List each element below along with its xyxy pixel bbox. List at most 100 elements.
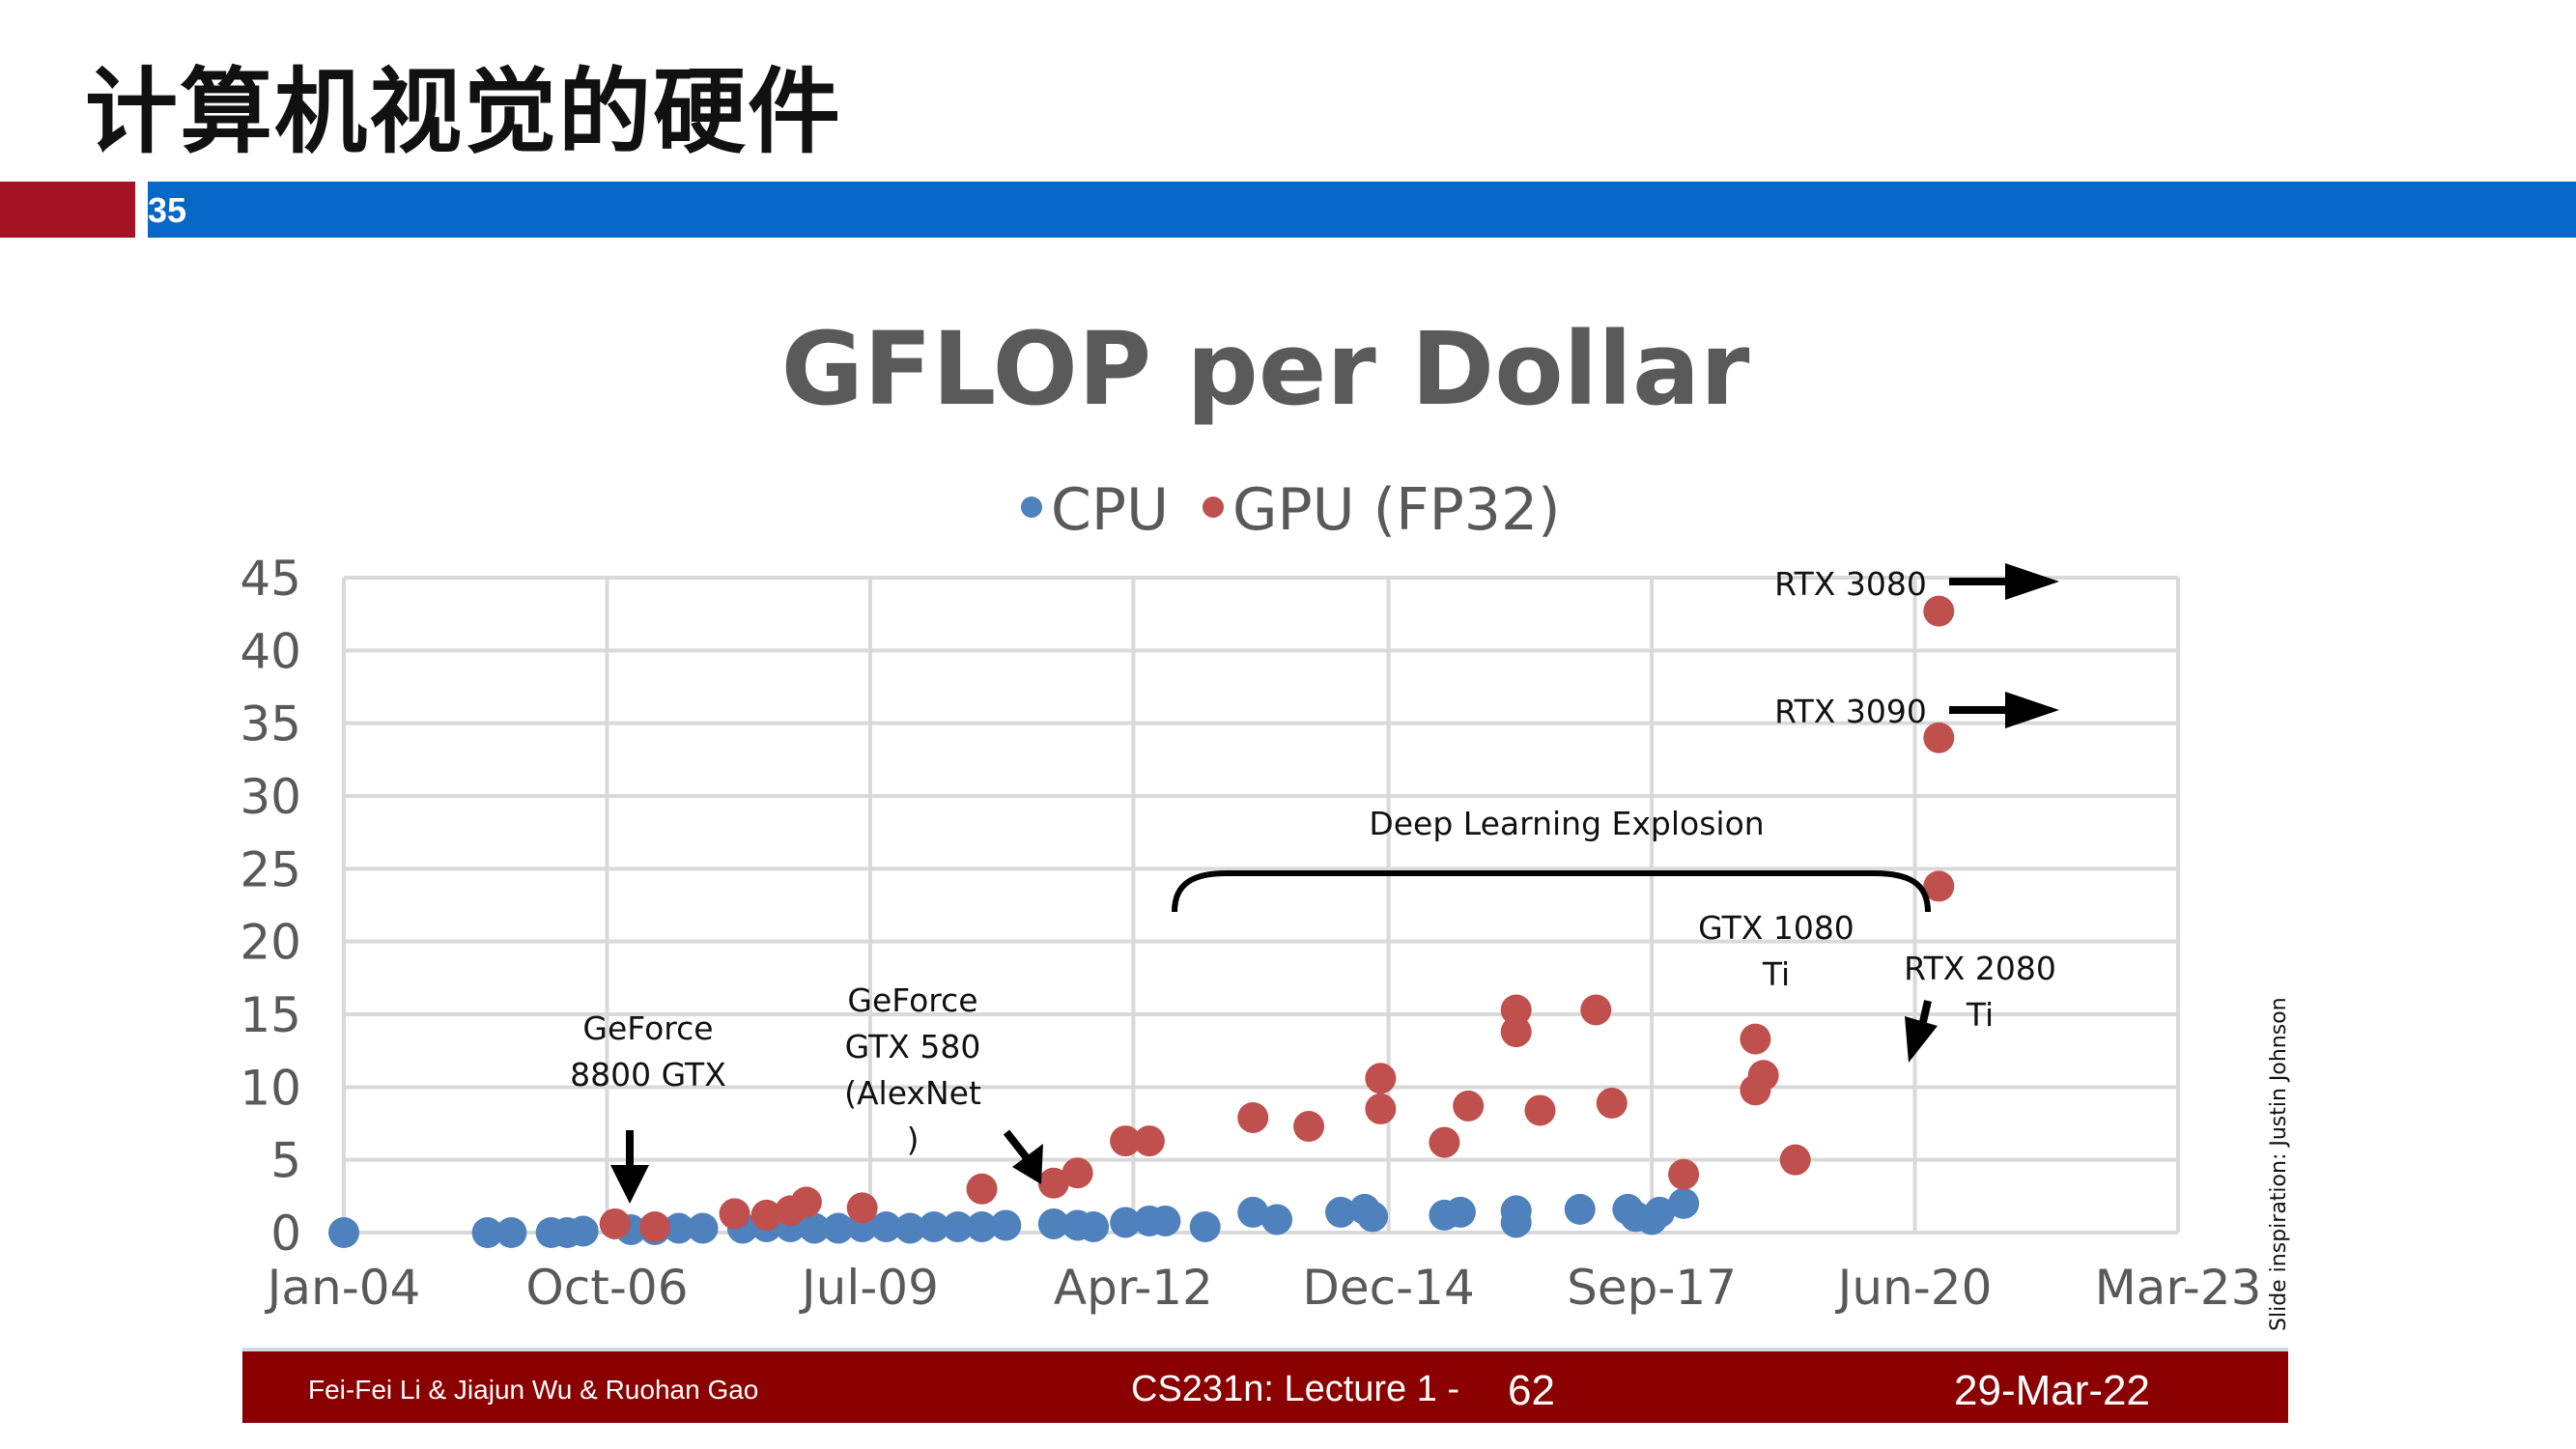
gpu-point bbox=[1580, 994, 1612, 1026]
gpu-point bbox=[1923, 870, 1955, 902]
x-tick-label: Jan-04 bbox=[265, 1260, 421, 1316]
y-tick-label: 20 bbox=[240, 915, 301, 971]
cpu-point bbox=[328, 1217, 359, 1248]
cpu-point bbox=[822, 1212, 854, 1244]
annotation-label: GTX 1080 bbox=[1698, 909, 1854, 947]
chart-grid bbox=[342, 576, 2180, 1235]
y-tick-label: 40 bbox=[240, 623, 301, 679]
gpu-point bbox=[1237, 1101, 1269, 1133]
x-tick-label: Jul-09 bbox=[799, 1260, 939, 1316]
gpu-point bbox=[1293, 1111, 1325, 1143]
cpu-point bbox=[1500, 1207, 1532, 1238]
gpu-point bbox=[1923, 595, 1955, 627]
cpu-point bbox=[567, 1215, 599, 1247]
bracket bbox=[1172, 870, 1931, 913]
gpu-point bbox=[1779, 1144, 1811, 1176]
gpu-point bbox=[639, 1210, 671, 1242]
gpu-point bbox=[1062, 1157, 1093, 1189]
gpu-point bbox=[750, 1199, 782, 1231]
slide-number: 35 bbox=[148, 190, 187, 230]
arrow-diagonal-icon bbox=[1905, 1016, 1938, 1063]
cpu-point bbox=[1189, 1210, 1221, 1242]
annotation-label: RTX 2080 bbox=[1904, 950, 2056, 987]
y-tick-label: 0 bbox=[270, 1206, 301, 1262]
gpu-point bbox=[966, 1173, 998, 1205]
cpu-point bbox=[1037, 1208, 1069, 1239]
footer-date: 29-Mar-22 bbox=[1954, 1367, 2150, 1414]
annotation-label: (AlexNet bbox=[844, 1074, 981, 1112]
cpu-point bbox=[1644, 1196, 1676, 1228]
slide-title: 计算机视觉的硬件 bbox=[85, 58, 842, 166]
cpu-point bbox=[990, 1209, 1022, 1241]
cpu-point bbox=[1261, 1204, 1293, 1236]
data-points bbox=[328, 595, 1955, 1248]
cpu-point bbox=[1110, 1207, 1142, 1238]
gpu-point bbox=[1500, 1016, 1532, 1048]
legend-label: CPU bbox=[1051, 476, 1169, 544]
gpu-point bbox=[1365, 1063, 1397, 1094]
y-tick-label: 45 bbox=[240, 551, 301, 607]
footer-page-number: 62 bbox=[1508, 1367, 1555, 1414]
arrow-right-icon bbox=[2005, 563, 2059, 600]
cpu-point bbox=[1564, 1193, 1596, 1225]
cpu-point bbox=[1668, 1187, 1700, 1219]
gpu-point bbox=[1500, 994, 1532, 1026]
cpu-point bbox=[894, 1212, 926, 1244]
footer-authors: Fei-Fei Li & Jiajun Wu & Ruohan Gao bbox=[308, 1375, 759, 1405]
arrow-down-icon bbox=[610, 1165, 649, 1204]
gpu-point bbox=[846, 1192, 878, 1224]
legend-marker bbox=[1203, 497, 1224, 518]
cpu-point bbox=[687, 1212, 719, 1244]
x-tick-label: Jun-20 bbox=[1835, 1260, 1993, 1316]
gpu-point bbox=[1524, 1094, 1556, 1126]
cpu-point bbox=[663, 1212, 694, 1244]
cpu-point bbox=[1325, 1196, 1357, 1228]
arrow-right-icon bbox=[2005, 692, 2059, 728]
cpu-point bbox=[966, 1210, 998, 1242]
gpu-point bbox=[1037, 1167, 1069, 1199]
gpu-point bbox=[1365, 1093, 1397, 1124]
cpu-point bbox=[1357, 1201, 1389, 1233]
gpu-point bbox=[1747, 1060, 1779, 1092]
y-tick-label: 5 bbox=[270, 1133, 301, 1189]
annotation-label: RTX 3080 bbox=[1774, 565, 1927, 603]
gpu-point bbox=[1668, 1158, 1700, 1190]
arrow-shaft bbox=[1003, 1129, 1032, 1162]
gpu-point bbox=[599, 1208, 631, 1239]
annotation-label: GeForce bbox=[582, 1009, 713, 1047]
cpu-point bbox=[1444, 1196, 1476, 1228]
annotation-label: Ti bbox=[1762, 955, 1790, 993]
cpu-point bbox=[942, 1210, 974, 1242]
cpu-point bbox=[471, 1217, 503, 1248]
y-axis: 0 5 10 15 20 25 30 35 40 45 bbox=[240, 551, 301, 1262]
slide-credit: Slide inspiration: Justin Johnson bbox=[2267, 997, 2291, 1331]
gpu-point bbox=[1923, 722, 1955, 753]
gpu-point bbox=[1596, 1087, 1628, 1119]
x-tick-label: Sep-17 bbox=[1567, 1260, 1737, 1316]
cpu-point bbox=[1237, 1196, 1269, 1228]
annotation-label: 8800 GTX bbox=[570, 1056, 726, 1094]
gpu-point bbox=[790, 1186, 822, 1218]
gpu-point bbox=[1740, 1023, 1771, 1055]
footer-course: CS231n: Lecture 1 - bbox=[1131, 1369, 1460, 1409]
header-red-bar bbox=[0, 182, 135, 238]
cpu-point bbox=[870, 1210, 902, 1242]
y-tick-label: 35 bbox=[240, 696, 301, 753]
y-tick-label: 25 bbox=[240, 841, 301, 897]
gpu-point bbox=[1429, 1126, 1460, 1158]
x-tick-label: Oct-06 bbox=[525, 1260, 688, 1316]
x-tick-label: Apr-12 bbox=[1054, 1260, 1213, 1316]
chart-title: GFLOP per Dollar bbox=[781, 310, 1750, 428]
slide-footer: Fei-Fei Li & Jiajun Wu & Ruohan Gao CS23… bbox=[242, 1348, 2288, 1423]
legend-label: GPU (FP32) bbox=[1232, 476, 1561, 544]
y-tick-label: 10 bbox=[240, 1060, 301, 1116]
cpu-point bbox=[495, 1217, 527, 1248]
chart-legend: CPU GPU (FP32) bbox=[1021, 476, 1561, 544]
annotation-label: RTX 3090 bbox=[1774, 693, 1927, 730]
annotation-label: Deep Learning Explosion bbox=[1369, 805, 1764, 842]
x-axis: Jan-04 Oct-06 Jul-09 Apr-12 Dec-14 Sep-17 Jun-… bbox=[265, 1260, 2262, 1316]
annotation-label: GeForce bbox=[847, 981, 977, 1019]
x-tick-label: Mar-23 bbox=[2095, 1260, 2262, 1316]
gpu-point bbox=[1453, 1090, 1485, 1122]
